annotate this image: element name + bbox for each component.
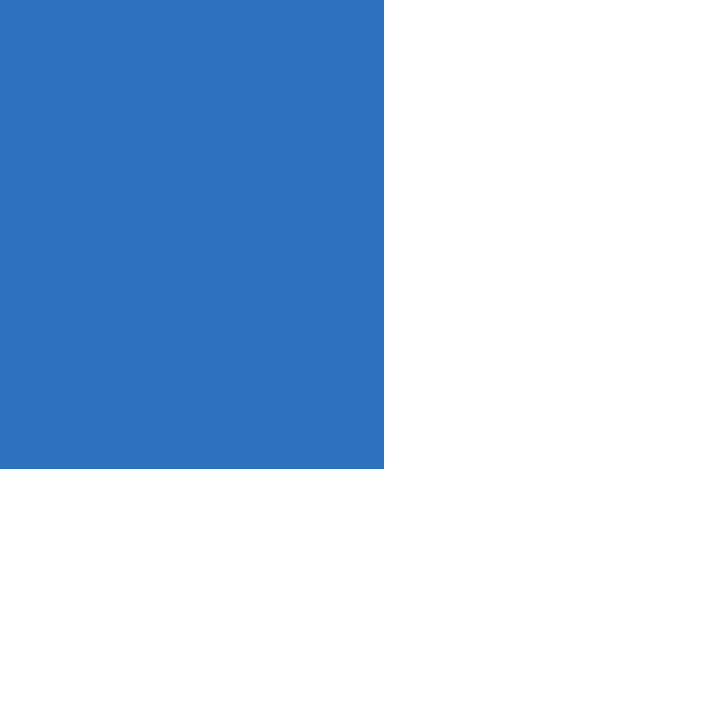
blue-panel	[0, 0, 384, 469]
